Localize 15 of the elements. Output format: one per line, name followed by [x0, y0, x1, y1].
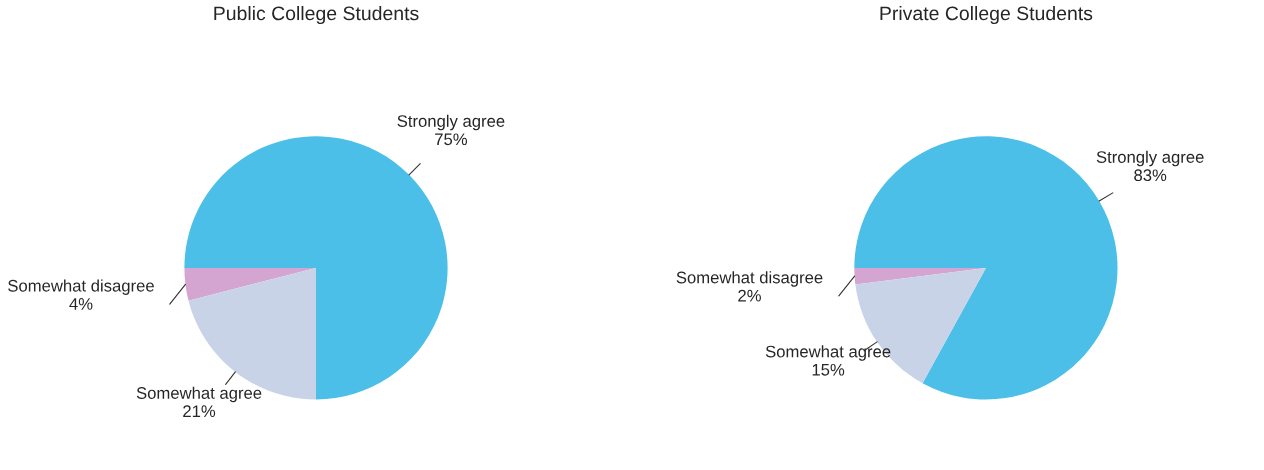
slice-label: Somewhat agree [136, 386, 262, 403]
data-label: 2% [738, 289, 761, 302]
data-label: 4% [69, 298, 93, 310]
slice-label: Strongly agree [1096, 150, 1204, 167]
data-label: 75% [435, 133, 468, 146]
slice-label: Somewhat agree [765, 345, 891, 361]
data-label: 83% [1134, 169, 1167, 182]
slice-label: Somewhat disagree [676, 271, 823, 287]
slice-label: Somewhat disagree [8, 279, 154, 295]
chart-title: Public College Students [214, 5, 419, 25]
pie-slice [184, 267, 316, 301]
chart-title: Private College Students [880, 5, 1093, 25]
slice-label: Strongly agree [397, 114, 505, 131]
data-label: 21% [183, 405, 216, 417]
data-label: 15% [812, 363, 845, 376]
